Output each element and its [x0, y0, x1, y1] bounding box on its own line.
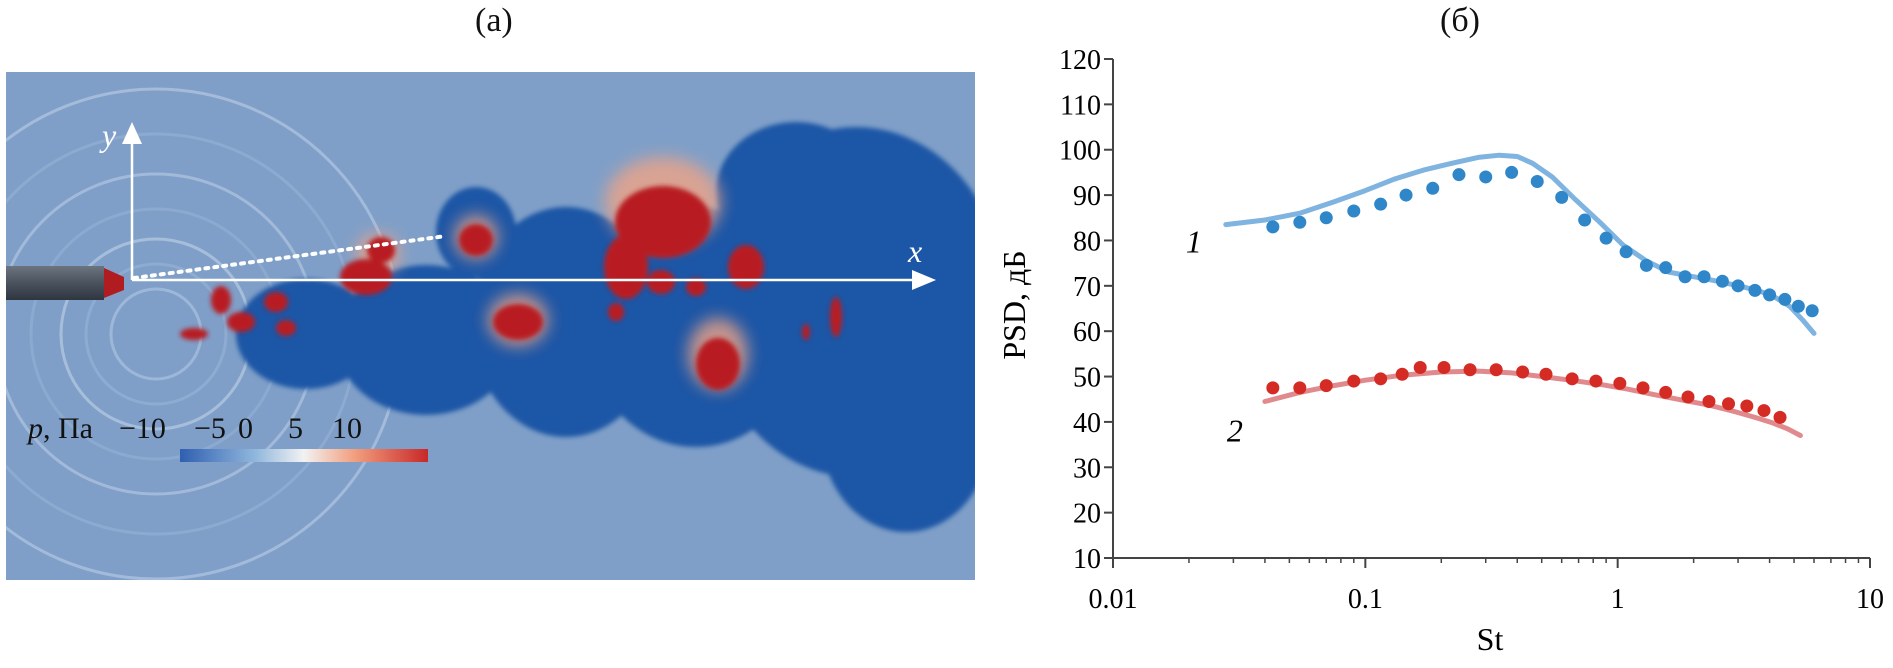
colorbar-gradient — [180, 449, 428, 462]
colorbar-tick: −5 — [194, 412, 226, 445]
series-2-point — [1740, 399, 1754, 413]
series-2-point — [1659, 385, 1673, 399]
series-1-point — [1748, 283, 1762, 297]
series-2-point — [1722, 397, 1736, 411]
series-2-point — [1565, 372, 1579, 386]
series-1-point — [1399, 188, 1413, 202]
series-1-point — [1599, 231, 1613, 245]
panel-a-label: (а) — [475, 2, 513, 39]
series-2-point — [1489, 363, 1503, 377]
pressure-field-plot: x y p, Па −10 −5 0 5 10 — [6, 72, 975, 580]
series-1-point — [1452, 168, 1466, 182]
series-1-point — [1778, 292, 1792, 306]
series-2-point — [1773, 410, 1787, 424]
x-axis-label: x — [907, 233, 922, 269]
y-tick-label: 40 — [1073, 408, 1101, 439]
series-1-point — [1731, 279, 1745, 293]
colorbar-tick: −10 — [119, 412, 166, 445]
y-tick-label: 70 — [1073, 272, 1101, 303]
series-2-point — [1516, 365, 1530, 379]
y-tick-label: 90 — [1073, 181, 1101, 212]
y-tick-label: 10 — [1073, 544, 1101, 575]
series-1-point — [1697, 270, 1711, 284]
series-2-point — [1266, 381, 1280, 395]
series-1-point — [1319, 211, 1333, 225]
x-axis-title: St — [1477, 621, 1504, 657]
colorbar-tick: 0 — [238, 412, 253, 445]
series-1-point — [1555, 190, 1569, 204]
y-axis-label: y — [99, 117, 117, 153]
series-1-point — [1805, 304, 1819, 318]
series-1-point — [1791, 299, 1805, 313]
series-2-point — [1636, 381, 1650, 395]
series-2-point — [1374, 372, 1388, 386]
series-2-point — [1757, 404, 1771, 418]
colorbar-variable: p — [26, 412, 43, 445]
series-2-line — [1262, 368, 1803, 438]
series-2-point — [1463, 363, 1477, 377]
panel-b-label: (б) — [1440, 2, 1480, 39]
series-2-point — [1319, 379, 1333, 393]
series-1-point — [1293, 215, 1307, 229]
y-tick-label: 80 — [1073, 226, 1101, 257]
series-2-point — [1539, 367, 1553, 381]
coordinate-axes — [122, 122, 936, 290]
series-2-point — [1437, 360, 1451, 374]
colorbar-tick: 10 — [332, 412, 362, 445]
x-tick-label: 1 — [1611, 584, 1625, 615]
series-1-point — [1479, 170, 1493, 184]
series-2-point — [1613, 376, 1627, 390]
series-1-point — [1678, 270, 1692, 284]
series-1-point — [1763, 288, 1777, 302]
series-2-point — [1589, 374, 1603, 388]
series-2-label: 2 — [1227, 412, 1243, 448]
series-1-point — [1659, 261, 1673, 275]
series-2-point — [1681, 390, 1695, 404]
series-1-label: 1 — [1186, 224, 1202, 260]
series-1-point — [1715, 274, 1729, 288]
series-2-point — [1702, 394, 1716, 408]
series-1-point — [1266, 220, 1280, 234]
series-1-point — [1530, 174, 1544, 188]
series-2-point — [1293, 381, 1307, 395]
x-tick-label: 0.01 — [1089, 584, 1138, 615]
colorbar: p, Па −10 −5 0 5 10 — [26, 412, 428, 462]
series-1-point — [1374, 197, 1388, 211]
colorbar-tick: 5 — [288, 412, 303, 445]
series-1-point — [1639, 258, 1653, 272]
y-tick-label: 60 — [1073, 317, 1101, 348]
y-tick-label: 30 — [1073, 453, 1101, 484]
nozzle — [6, 266, 124, 300]
series-1-point — [1505, 165, 1519, 179]
series-1-point — [1578, 213, 1592, 227]
series-1-point — [1347, 204, 1361, 218]
y-tick-label: 110 — [1060, 90, 1101, 121]
y-tick-label: 20 — [1073, 499, 1101, 530]
series-2-point — [1413, 360, 1427, 374]
svg-text:p, Па: p, Па — [26, 412, 93, 445]
series-2-point — [1395, 367, 1409, 381]
series-1-point — [1426, 181, 1440, 195]
high-pressure-region — [180, 157, 842, 390]
y-tick-label: 100 — [1059, 136, 1101, 167]
series-2-point — [1347, 374, 1361, 388]
y-tick-label: 50 — [1073, 363, 1101, 394]
y-axis-title: PSD, дБ — [996, 250, 1032, 359]
x-tick-label: 0.1 — [1348, 584, 1383, 615]
series-1-point — [1619, 245, 1633, 259]
shear-layer-line — [132, 234, 448, 280]
y-tick-label: 120 — [1059, 45, 1101, 76]
colorbar-unit: , Па — [43, 412, 93, 445]
series-1-line — [1223, 152, 1817, 336]
x-tick-label: 10 — [1856, 584, 1884, 615]
